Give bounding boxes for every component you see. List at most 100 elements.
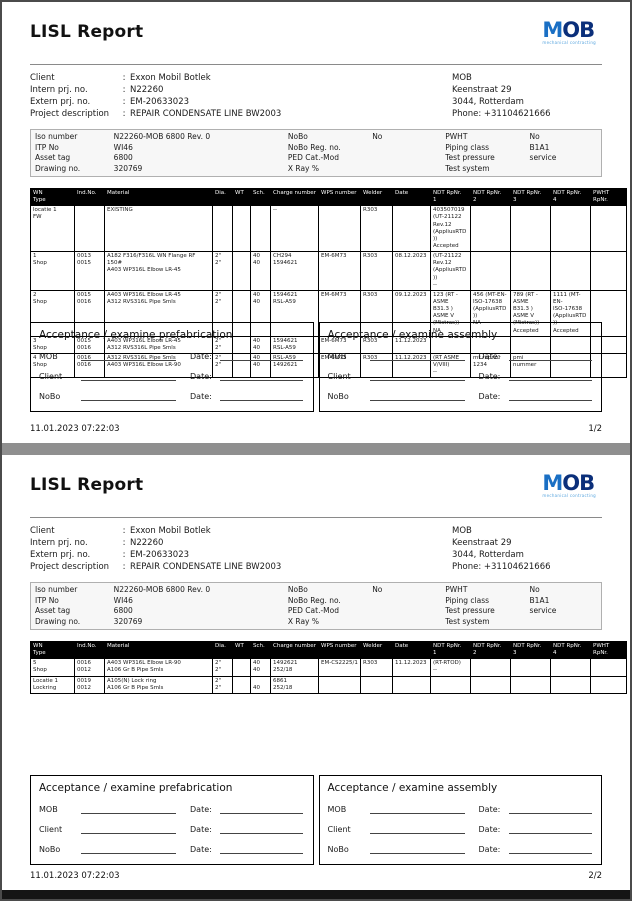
date-line[interactable] [220, 373, 303, 381]
col-header-material: Material [104, 187, 213, 207]
header-divider [30, 517, 602, 518]
meta-label: ITP No [35, 595, 59, 605]
cell-dia: 2" 2" [212, 658, 233, 677]
date-line[interactable] [508, 373, 592, 381]
cell-ndt2 [470, 205, 511, 253]
signature-line[interactable] [81, 353, 176, 361]
meta-label: NoBo [287, 132, 308, 141]
acceptance-assembly-box: Acceptance / examine assembly MOB Date: C… [318, 775, 602, 865]
project-meta-table: Iso number N22260-MOB 6800 Rev. 0 NoBo No PW… [30, 582, 602, 630]
date-line[interactable] [508, 846, 592, 854]
signature-label: Client [327, 825, 351, 834]
viewer-bottom-bar [2, 890, 630, 899]
client-row: Client: Exxon Mobil Botlek [30, 72, 281, 84]
meta-value: No [529, 585, 540, 594]
date-label: Date: [190, 392, 212, 401]
date-line[interactable] [220, 393, 303, 401]
cell-material: A105(N) Lock ring A106 Gr B Pipe Smls [104, 675, 213, 694]
meta-value [372, 596, 445, 607]
mob-logo: MOB mechanical contracting [542, 471, 602, 499]
col-header-wn-type: WN Type [30, 187, 75, 207]
date-label: Date: [190, 805, 212, 814]
meta-label: Drawing no. [35, 616, 81, 626]
weld-table-row: 3 Shop 0015 0016 A403 WP316L Elbow LR-45… [30, 335, 627, 354]
date-label: Date: [190, 372, 212, 381]
date-line[interactable] [508, 353, 592, 361]
date-line[interactable] [508, 393, 592, 401]
signature-line[interactable] [81, 806, 176, 814]
date-line[interactable] [220, 806, 303, 814]
meta-value [372, 153, 445, 164]
mob-logo: MOB mechanical contracting [542, 18, 602, 46]
client-label: Client [30, 526, 55, 536]
company-address-block: MOB Keenstraat 29 3044, Rotterdam Phone:… [452, 72, 602, 120]
page-gap [2, 443, 630, 455]
signature-line[interactable] [369, 846, 465, 854]
meta-value [372, 606, 445, 617]
cell-date: 11.12.2023 [392, 658, 431, 677]
signature-label: MOB [39, 805, 58, 814]
cell-ndt4 [550, 675, 591, 694]
signature-line[interactable] [369, 353, 465, 361]
meta-value [372, 143, 445, 154]
signature-line[interactable] [369, 806, 465, 814]
cell-date [392, 205, 431, 253]
cell-pwht [590, 205, 627, 253]
logo-tagline: mechanical contracting [542, 40, 596, 45]
meta-value: 320769 [113, 163, 143, 173]
date-label: Date: [190, 825, 212, 834]
signature-line[interactable] [81, 393, 176, 401]
company-street: Keenstraat 29 [452, 538, 512, 548]
signature-label: Client [39, 825, 63, 834]
logo-letter-m: M [542, 471, 563, 495]
signature-line[interactable] [81, 373, 176, 381]
date-line[interactable] [220, 353, 303, 361]
cell-sch: 40 40 [250, 658, 271, 677]
cell-ndt2 [470, 675, 511, 694]
cell-welder: R303 [360, 658, 393, 677]
date-line[interactable] [220, 846, 303, 854]
signature-label: NoBo [327, 392, 349, 401]
colon: : [122, 562, 126, 572]
signature-line[interactable] [369, 826, 465, 834]
cell-sch [250, 205, 271, 253]
meta-row: Asset tag 6800 PED Cat.-Mod Test pressure se… [35, 606, 597, 617]
signature-row: MOB Date: [39, 352, 305, 361]
cell-ndt4 [550, 205, 591, 253]
meta-label: Test pressure [445, 153, 495, 162]
cell-ndt2: mt rapnnr 1234 [470, 352, 511, 379]
col-header-ndt3: NDT RpNr. 3 [510, 187, 551, 207]
page-number: 1/2 [588, 424, 602, 434]
logo-tagline: mechanical contracting [542, 493, 596, 498]
col-header-dia: Dia. [212, 187, 233, 207]
signature-row: Client Date: [328, 825, 594, 834]
meta-value: WI46 [113, 142, 133, 152]
cell-welder: R303 [360, 205, 393, 253]
col-header-ndt4: NDT RpNr. 4 [550, 187, 591, 207]
signature-label: NoBo [39, 845, 61, 854]
cell-wps [318, 675, 361, 694]
cell-date: 09.12.2023 [392, 289, 431, 337]
signature-line[interactable] [369, 373, 465, 381]
signature-line[interactable] [81, 826, 176, 834]
date-line[interactable] [220, 826, 303, 834]
cell-material: A403 WP316L Elbow LR-90 A106 Gr B Pipe S… [104, 658, 213, 677]
client-row: Project description: REPAIR CONDENSATE LI… [30, 108, 281, 120]
acceptance-prefabrication-box: Acceptance / examine prefabrication MOB D… [30, 322, 314, 412]
cell-ndt2: 456 (MT-EN- ISO-17638 (AppliusRTD)) NA [470, 289, 511, 337]
signature-line[interactable] [369, 393, 465, 401]
cell-welder [360, 675, 393, 694]
company-phone: Phone: +31104621666 [452, 562, 551, 572]
col-header-material: Material [104, 640, 213, 660]
signature-line[interactable] [81, 846, 176, 854]
cell-ndt2 [470, 658, 511, 677]
col-header-ind-no: Ind.No. [74, 640, 105, 660]
date-line[interactable] [508, 826, 592, 834]
acceptance-section: Acceptance / examine prefabrication MOB D… [30, 775, 602, 865]
col-header-wt: WT [232, 187, 251, 207]
date-line[interactable] [508, 806, 592, 814]
signature-label: MOB [327, 805, 347, 814]
meta-row: ITP No WI46 NoBo Reg. no. Piping class B1A1 [35, 596, 597, 607]
cell-ndt1: (RT ASME V/VIII) -- [430, 352, 471, 379]
page-header: LISL Report MOB mechanical contracting [30, 471, 602, 515]
